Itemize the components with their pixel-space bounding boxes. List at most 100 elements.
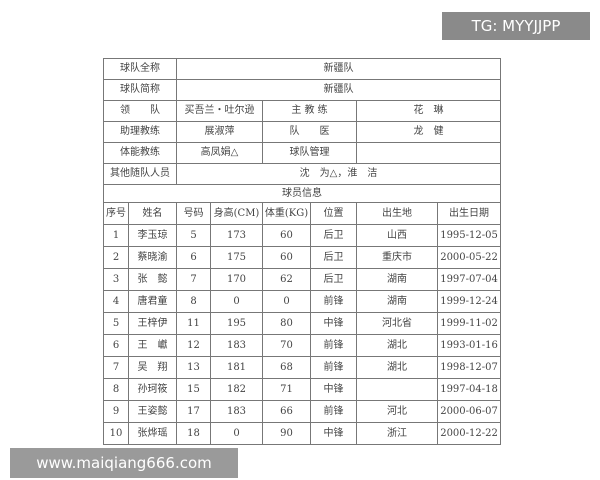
player-cell: 湖南 <box>356 268 438 291</box>
player-cell: 2000-05-22 <box>436 246 502 269</box>
player-cell: 湖南 <box>356 290 438 313</box>
player-cell: 湖北 <box>356 356 438 379</box>
player-cell: 中锋 <box>310 378 357 401</box>
player-cell: 90 <box>262 422 311 445</box>
player-cell: 18 <box>176 422 211 445</box>
player-cell: 张 懿 <box>128 268 177 291</box>
player-cell: 3 <box>103 268 129 291</box>
player-cell: 0 <box>262 290 311 313</box>
player-cell: 182 <box>210 378 263 401</box>
assistant-value: 展淑萍 <box>176 121 263 143</box>
player-cell: 张烨瑶 <box>128 422 177 445</box>
player-cell: 后卫 <box>310 224 357 247</box>
player-row: 8 孙珂筱 15 182 71 中锋 1997-04-18 <box>103 378 502 401</box>
player-cell: 湖北 <box>356 334 438 357</box>
column-header: 姓名 <box>128 202 177 225</box>
player-cell: 7 <box>103 356 129 379</box>
player-cell: 0 <box>210 290 263 313</box>
player-cell: 前锋 <box>310 290 357 313</box>
player-cell: 1998-12-07 <box>436 356 502 379</box>
assistant-label: 助理教练 <box>103 121 177 143</box>
player-row: 2 蔡晓渝 6 175 60 后卫 重庆市 2000-05-22 <box>103 246 502 269</box>
player-cell: 山西 <box>356 224 438 247</box>
player-cell: 60 <box>262 224 311 247</box>
manager-value <box>355 142 502 164</box>
player-cell: 0 <box>210 422 263 445</box>
player-cell: 孙珂筱 <box>128 378 177 401</box>
fitness-value: 高凤娟△ <box>176 142 263 164</box>
player-cell: 王梓伊 <box>128 312 177 335</box>
player-cell: 唐君童 <box>128 290 177 313</box>
full-name-label: 球队全称 <box>103 58 177 80</box>
player-cell: 2000-12-22 <box>436 422 502 445</box>
player-cell: 183 <box>210 400 263 423</box>
player-cell: 后卫 <box>310 246 357 269</box>
player-cell: 重庆市 <box>356 246 438 269</box>
player-cell: 河北 <box>356 400 438 423</box>
player-cell: 5 <box>176 224 211 247</box>
player-cell: 中锋 <box>310 312 357 335</box>
watermark-telegram: TG: MYYJJPP <box>442 12 590 40</box>
others-label: 其他随队人员 <box>103 163 177 185</box>
others-value: 沈 为△，淮 洁 <box>175 163 502 185</box>
leader-value: 买吾兰・吐尔逊 <box>176 100 263 122</box>
player-cell: 中锋 <box>310 422 357 445</box>
player-cell: 后卫 <box>310 268 357 291</box>
head-coach-value: 花 琳 <box>355 100 502 122</box>
player-cell: 1999-12-24 <box>436 290 502 313</box>
watermark-url: www.maiqiang666.com <box>10 448 238 478</box>
player-cell: 62 <box>262 268 311 291</box>
column-header: 出生地 <box>356 202 438 225</box>
player-cell: 前锋 <box>310 356 357 379</box>
player-cell: 8 <box>103 378 129 401</box>
column-header: 体重(KG) <box>262 202 311 225</box>
player-row: 10 张烨瑶 18 0 90 中锋 浙江 2000-12-22 <box>103 422 502 445</box>
player-cell: 12 <box>176 334 211 357</box>
player-cell: 浙江 <box>356 422 438 445</box>
manager-label: 球队管理 <box>262 142 357 164</box>
player-cell: 195 <box>210 312 263 335</box>
players-section-title: 球员信息 <box>102 184 502 203</box>
player-cell: 李玉琼 <box>128 224 177 247</box>
player-cell: 1997-04-18 <box>436 378 502 401</box>
player-cell: 13 <box>176 356 211 379</box>
team-roster-table: 球队全称 新疆队 球队简称 新疆队 领 队买吾兰・吐尔逊主 教 练花 琳 助理教练展… <box>102 58 502 445</box>
player-cell: 71 <box>262 378 311 401</box>
head-coach-label: 主 教 练 <box>262 100 357 122</box>
doctor-value: 龙 健 <box>355 121 502 143</box>
player-cell: 7 <box>176 268 211 291</box>
full-name-value: 新疆队 <box>175 58 502 80</box>
player-cell: 173 <box>210 224 263 247</box>
player-cell: 王姿懿 <box>128 400 177 423</box>
player-cell: 68 <box>262 356 311 379</box>
player-cell: 8 <box>176 290 211 313</box>
player-cell: 183 <box>210 334 263 357</box>
player-row: 5 王梓伊 11 195 80 中锋 河北省 1999-11-02 <box>103 312 502 335</box>
player-cell: 2000-06-07 <box>436 400 502 423</box>
player-cell: 前锋 <box>310 334 357 357</box>
fitness-label: 体能教练 <box>103 142 177 164</box>
column-header: 号码 <box>176 202 211 225</box>
player-cell: 66 <box>262 400 311 423</box>
player-cell: 4 <box>103 290 129 313</box>
doctor-label: 队 医 <box>262 121 357 143</box>
player-cell: 181 <box>210 356 263 379</box>
player-cell: 河北省 <box>356 312 438 335</box>
player-row: 1 李玉琼 5 173 60 后卫 山西 1995-12-05 <box>103 224 502 247</box>
player-cell: 70 <box>262 334 311 357</box>
player-cell: 蔡晓渝 <box>128 246 177 269</box>
player-cell: 6 <box>176 246 211 269</box>
player-row: 4 唐君童 8 0 0 前锋 湖南 1999-12-24 <box>103 290 502 313</box>
column-header: 序号 <box>103 202 129 225</box>
player-cell: 吴 翔 <box>128 356 177 379</box>
column-header: 身高(CM) <box>210 202 263 225</box>
player-cell: 175 <box>210 246 263 269</box>
player-cell: 60 <box>262 246 311 269</box>
player-cell: 前锋 <box>310 400 357 423</box>
player-cell: 15 <box>176 378 211 401</box>
player-cell: 10 <box>103 422 129 445</box>
player-cell: 5 <box>103 312 129 335</box>
player-cell: 1995-12-05 <box>436 224 502 247</box>
column-header: 位置 <box>310 202 357 225</box>
